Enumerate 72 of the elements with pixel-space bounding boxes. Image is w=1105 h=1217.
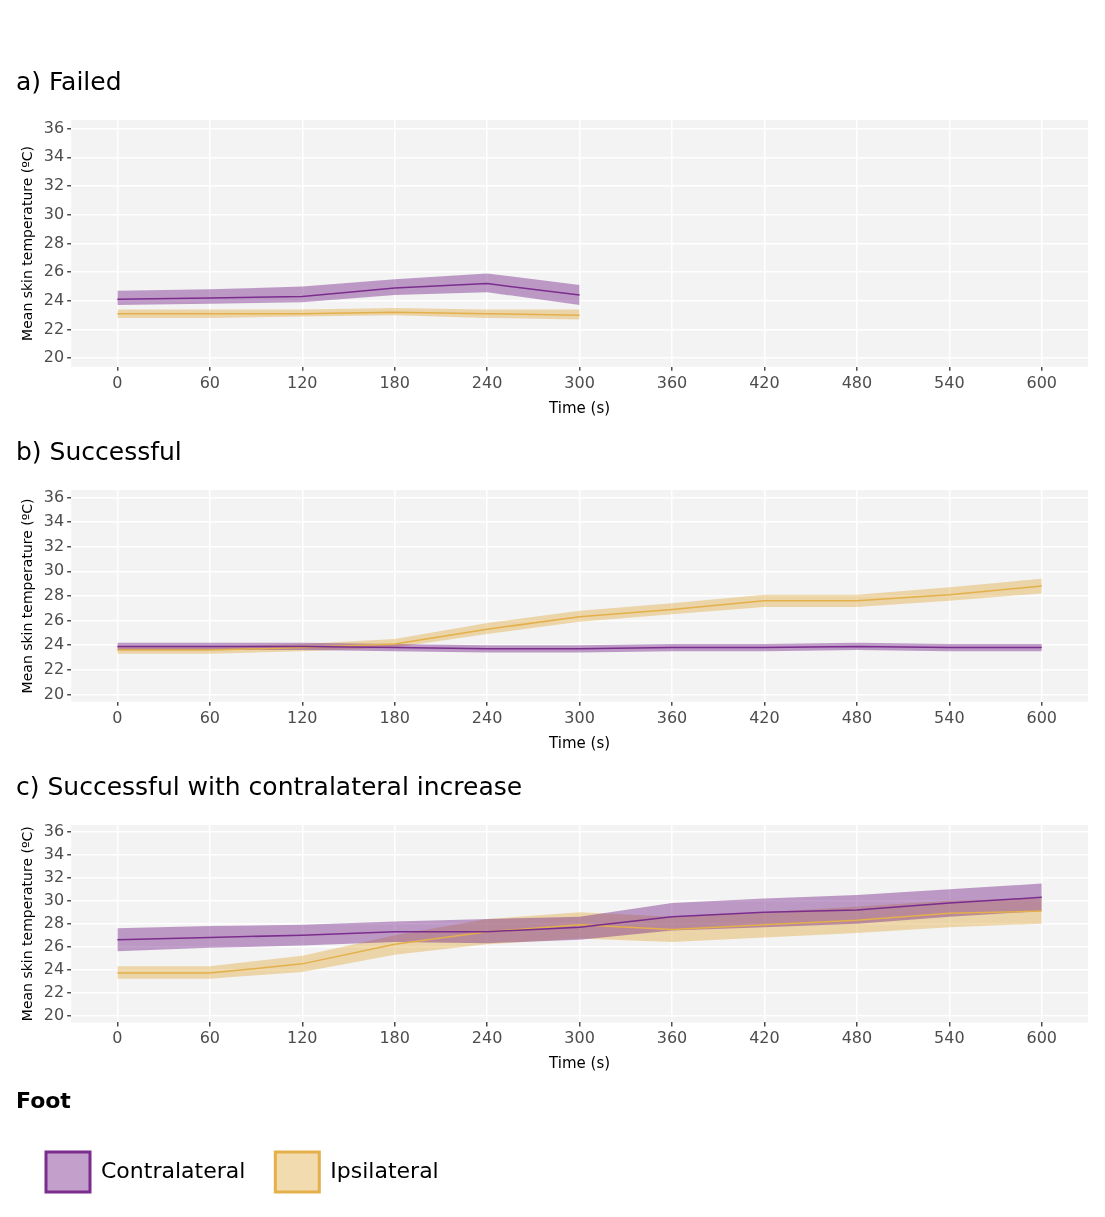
- x-tick-label: 420: [749, 1028, 780, 1048]
- x-tick-label: 0: [112, 1028, 123, 1048]
- x-tick-label: 180: [379, 372, 410, 392]
- y-tick-label: 20: [43, 347, 65, 367]
- y-tick-label: 26: [43, 261, 65, 281]
- x-axis-title: Time (s): [548, 1054, 611, 1073]
- x-tick-label: 540: [934, 1028, 965, 1048]
- x-tick-label: 420: [749, 372, 780, 392]
- y-tick-label: 34: [43, 146, 65, 166]
- x-tick-label: 180: [379, 1028, 410, 1048]
- x-tick-label: 480: [841, 372, 873, 392]
- y-tick-label: 26: [43, 609, 65, 629]
- x-tick-label: 360: [656, 372, 688, 392]
- y-tick-label: 36: [43, 486, 65, 506]
- y-tick-label: 26: [43, 935, 65, 955]
- chart-title: c) Successful with contralateral increase: [16, 771, 523, 801]
- x-tick-label: 60: [199, 372, 220, 392]
- x-tick-label: 420: [749, 707, 780, 727]
- y-tick-label: 30: [43, 889, 65, 909]
- y-tick-label: 32: [43, 535, 65, 555]
- x-tick-label: 300: [564, 1028, 595, 1048]
- x-tick-label: 120: [286, 372, 318, 392]
- y-tick-label: 20: [43, 683, 65, 703]
- x-tick-label: 360: [656, 707, 688, 727]
- y-tick-label: 28: [43, 232, 65, 252]
- x-tick-label: 540: [934, 707, 965, 727]
- x-tick-label: 0: [112, 707, 123, 727]
- x-tick-label: 300: [564, 372, 595, 392]
- y-tick-label: 30: [43, 203, 65, 223]
- x-tick-label: 540: [934, 372, 965, 392]
- y-tick-label: 30: [43, 560, 65, 580]
- y-tick-label: 28: [43, 912, 65, 932]
- x-axis-title: Time (s): [548, 733, 611, 752]
- x-tick-label: 600: [1026, 707, 1058, 727]
- y-tick-label: 34: [43, 844, 65, 863]
- y-tick-label: 24: [43, 958, 65, 978]
- y-tick-label: 32: [43, 866, 65, 886]
- x-tick-label: 600: [1026, 372, 1058, 392]
- y-tick-label: 22: [43, 318, 65, 338]
- y-axis-title: Mean skin temperature (ºC): [19, 826, 36, 1022]
- legend-label: Ipsilateral: [330, 1157, 439, 1183]
- x-tick-label: 120: [286, 1028, 318, 1048]
- y-tick-label: 36: [43, 821, 65, 841]
- y-axis-title: Mean skin temperature (ºC): [19, 498, 36, 694]
- y-tick-label: 22: [43, 658, 65, 678]
- legend-title: Foot: [16, 1088, 72, 1114]
- x-tick-label: 480: [841, 707, 873, 727]
- y-tick-label: 34: [43, 511, 65, 531]
- x-tick-label: 120: [286, 707, 318, 727]
- legend-label: Contralateral: [101, 1157, 246, 1183]
- chart-title: a) Failed: [16, 66, 122, 96]
- y-tick-label: 36: [43, 117, 65, 137]
- x-tick-label: 60: [199, 707, 220, 727]
- x-tick-label: 0: [112, 372, 123, 392]
- x-tick-label: 300: [564, 707, 595, 727]
- y-tick-label: 28: [43, 585, 65, 605]
- chart-title: b) Successful: [16, 436, 182, 466]
- x-tick-label: 240: [471, 1028, 503, 1048]
- y-tick-label: 32: [43, 175, 65, 195]
- x-tick-label: 240: [471, 707, 503, 727]
- y-tick-label: 24: [43, 634, 65, 654]
- x-tick-label: 60: [199, 1028, 220, 1048]
- x-tick-label: 240: [471, 372, 503, 392]
- y-axis-title: Mean skin temperature (ºC): [19, 145, 36, 341]
- x-tick-label: 360: [656, 1028, 688, 1048]
- x-tick-label: 600: [1026, 1028, 1058, 1048]
- x-tick-label: 480: [841, 1028, 873, 1048]
- x-axis-title: Time (s): [548, 398, 611, 417]
- x-tick-label: 180: [379, 707, 410, 727]
- y-tick-label: 20: [43, 1004, 65, 1024]
- y-tick-label: 24: [43, 289, 65, 309]
- y-tick-label: 22: [43, 981, 65, 1001]
